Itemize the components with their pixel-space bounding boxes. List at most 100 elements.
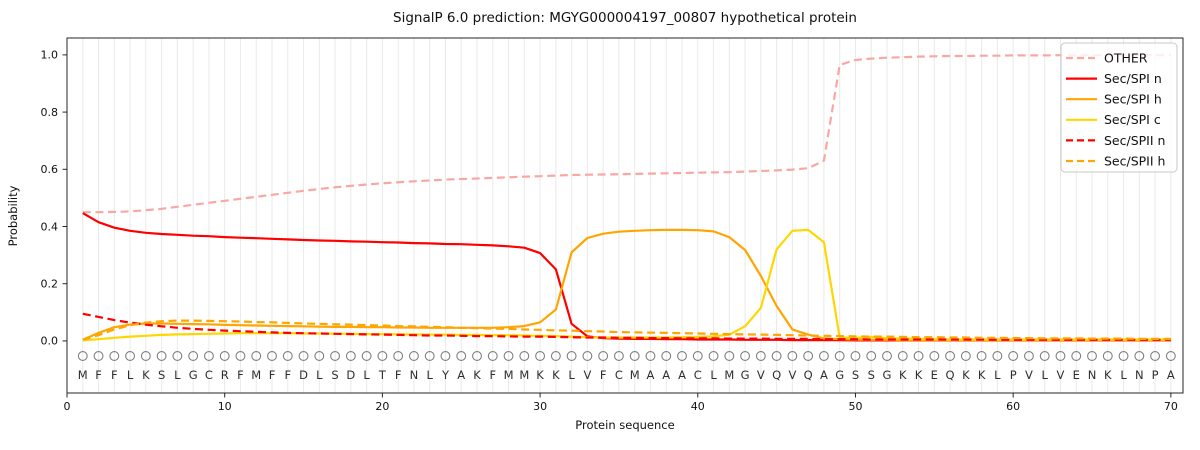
residue-marker xyxy=(818,351,829,361)
residue-letter: F xyxy=(284,368,291,382)
residue-marker xyxy=(140,351,151,361)
residue-marker xyxy=(519,351,530,361)
x-tick-label: 70 xyxy=(1164,400,1178,413)
residue-letter: C xyxy=(694,368,702,382)
residue-letter: F xyxy=(489,368,496,382)
residue-marker xyxy=(361,351,372,361)
residue-marker xyxy=(1039,351,1050,361)
residue-marker xyxy=(188,351,199,361)
residue-marker xyxy=(1134,351,1145,361)
residue-marker xyxy=(550,351,561,361)
residue-marker xyxy=(566,351,577,361)
series-line-sec-spi-h xyxy=(82,228,1171,342)
residue-marker xyxy=(724,351,735,361)
residue-marker xyxy=(408,351,419,361)
legend-label: Sec/SPI c xyxy=(1104,112,1161,127)
residue-marker xyxy=(487,351,498,361)
residue-letter: S xyxy=(331,368,338,382)
residue-letter: E xyxy=(931,368,938,382)
residue-letter: L xyxy=(316,368,323,382)
residue-letter: V xyxy=(1025,368,1033,382)
residue-letter: F xyxy=(395,368,402,382)
residue-marker xyxy=(298,351,309,361)
residue-letter: D xyxy=(299,368,308,382)
residue-marker xyxy=(645,351,656,361)
residue-marker xyxy=(882,351,892,361)
residue-letter: F xyxy=(269,368,276,382)
legend-label: Sec/SPII h xyxy=(1104,153,1165,168)
residue-marker xyxy=(661,351,672,361)
residue-letter: A xyxy=(457,368,465,382)
residue-marker xyxy=(172,351,183,361)
residue-letter: V xyxy=(583,368,591,382)
residue-letter: G xyxy=(835,368,844,382)
residue-letter: V xyxy=(788,368,796,382)
residue-marker xyxy=(708,351,719,361)
y-tick-label: 0.4 xyxy=(41,220,59,233)
residue-marker xyxy=(834,351,845,361)
plot-title: SignalP 6.0 prediction: MGYG000004197_00… xyxy=(393,10,857,26)
residue-letter: Q xyxy=(804,368,813,382)
residue-marker xyxy=(456,351,467,361)
residue-letter: M xyxy=(251,368,261,382)
residue-marker xyxy=(440,351,451,361)
probability-curves xyxy=(82,54,1171,342)
residue-letter: D xyxy=(346,368,355,382)
x-axis-label: Protein sequence xyxy=(575,418,674,432)
residue-letter: M xyxy=(519,368,529,382)
residue-letter: F xyxy=(111,368,118,382)
residue-letter: V xyxy=(757,368,765,382)
residue-letter: M xyxy=(724,368,734,382)
residue-letter: K xyxy=(473,368,481,382)
legend-label: Sec/SPI n xyxy=(1104,71,1162,86)
residue-markers xyxy=(77,351,1176,361)
x-tick-label: 60 xyxy=(1006,400,1020,413)
residue-letter: S xyxy=(852,368,859,382)
residue-letter: L xyxy=(568,368,575,382)
residue-marker xyxy=(787,351,798,361)
residue-letter: K xyxy=(899,368,907,382)
residue-marker xyxy=(897,351,908,361)
legend-label: Sec/SPI h xyxy=(1104,92,1162,107)
residue-letter: N xyxy=(1135,368,1144,382)
residue-letter: L xyxy=(174,368,181,382)
residue-letter: A xyxy=(647,368,655,382)
residue-marker xyxy=(77,351,88,361)
residue-marker xyxy=(109,351,120,361)
residue-letter: P xyxy=(1010,368,1017,382)
residue-letter: F xyxy=(237,368,244,382)
residue-marker xyxy=(1023,351,1034,361)
residue-letter: L xyxy=(127,368,134,382)
residue-letter: L xyxy=(363,368,370,382)
residue-letter: A xyxy=(662,368,670,382)
residue-letter: A xyxy=(678,368,686,382)
residue-letter: A xyxy=(820,368,828,382)
residue-letter: S xyxy=(868,368,875,382)
residue-letter: K xyxy=(536,368,544,382)
residue-marker xyxy=(1165,351,1176,361)
residue-marker xyxy=(629,351,640,361)
residue-letter: Y xyxy=(441,368,450,382)
axes-frame-and-ticks: 0 10 20 30 40 50 60 70 0.0 0.2 0.4 0.6 0.8 1.0 xyxy=(41,37,1184,413)
residue-marker xyxy=(251,351,262,361)
residue-letter: R xyxy=(221,368,229,382)
residue-marker xyxy=(677,351,687,361)
residue-marker xyxy=(850,351,861,361)
residue-letter: K xyxy=(552,368,560,382)
residue-marker xyxy=(1150,351,1161,361)
series-line-other xyxy=(82,54,1171,214)
x-tick-label: 20 xyxy=(375,400,389,413)
residue-marker xyxy=(1087,351,1097,361)
x-tick-label: 50 xyxy=(848,400,862,413)
residue-marker xyxy=(803,351,814,361)
residue-marker xyxy=(219,351,230,361)
series-line-sec-spi-c xyxy=(82,228,1171,342)
residue-letter: N xyxy=(410,368,419,382)
residue-marker xyxy=(282,351,293,361)
x-tick-label: 10 xyxy=(218,400,232,413)
residue-marker xyxy=(755,351,766,361)
residue-letter: Q xyxy=(946,368,955,382)
